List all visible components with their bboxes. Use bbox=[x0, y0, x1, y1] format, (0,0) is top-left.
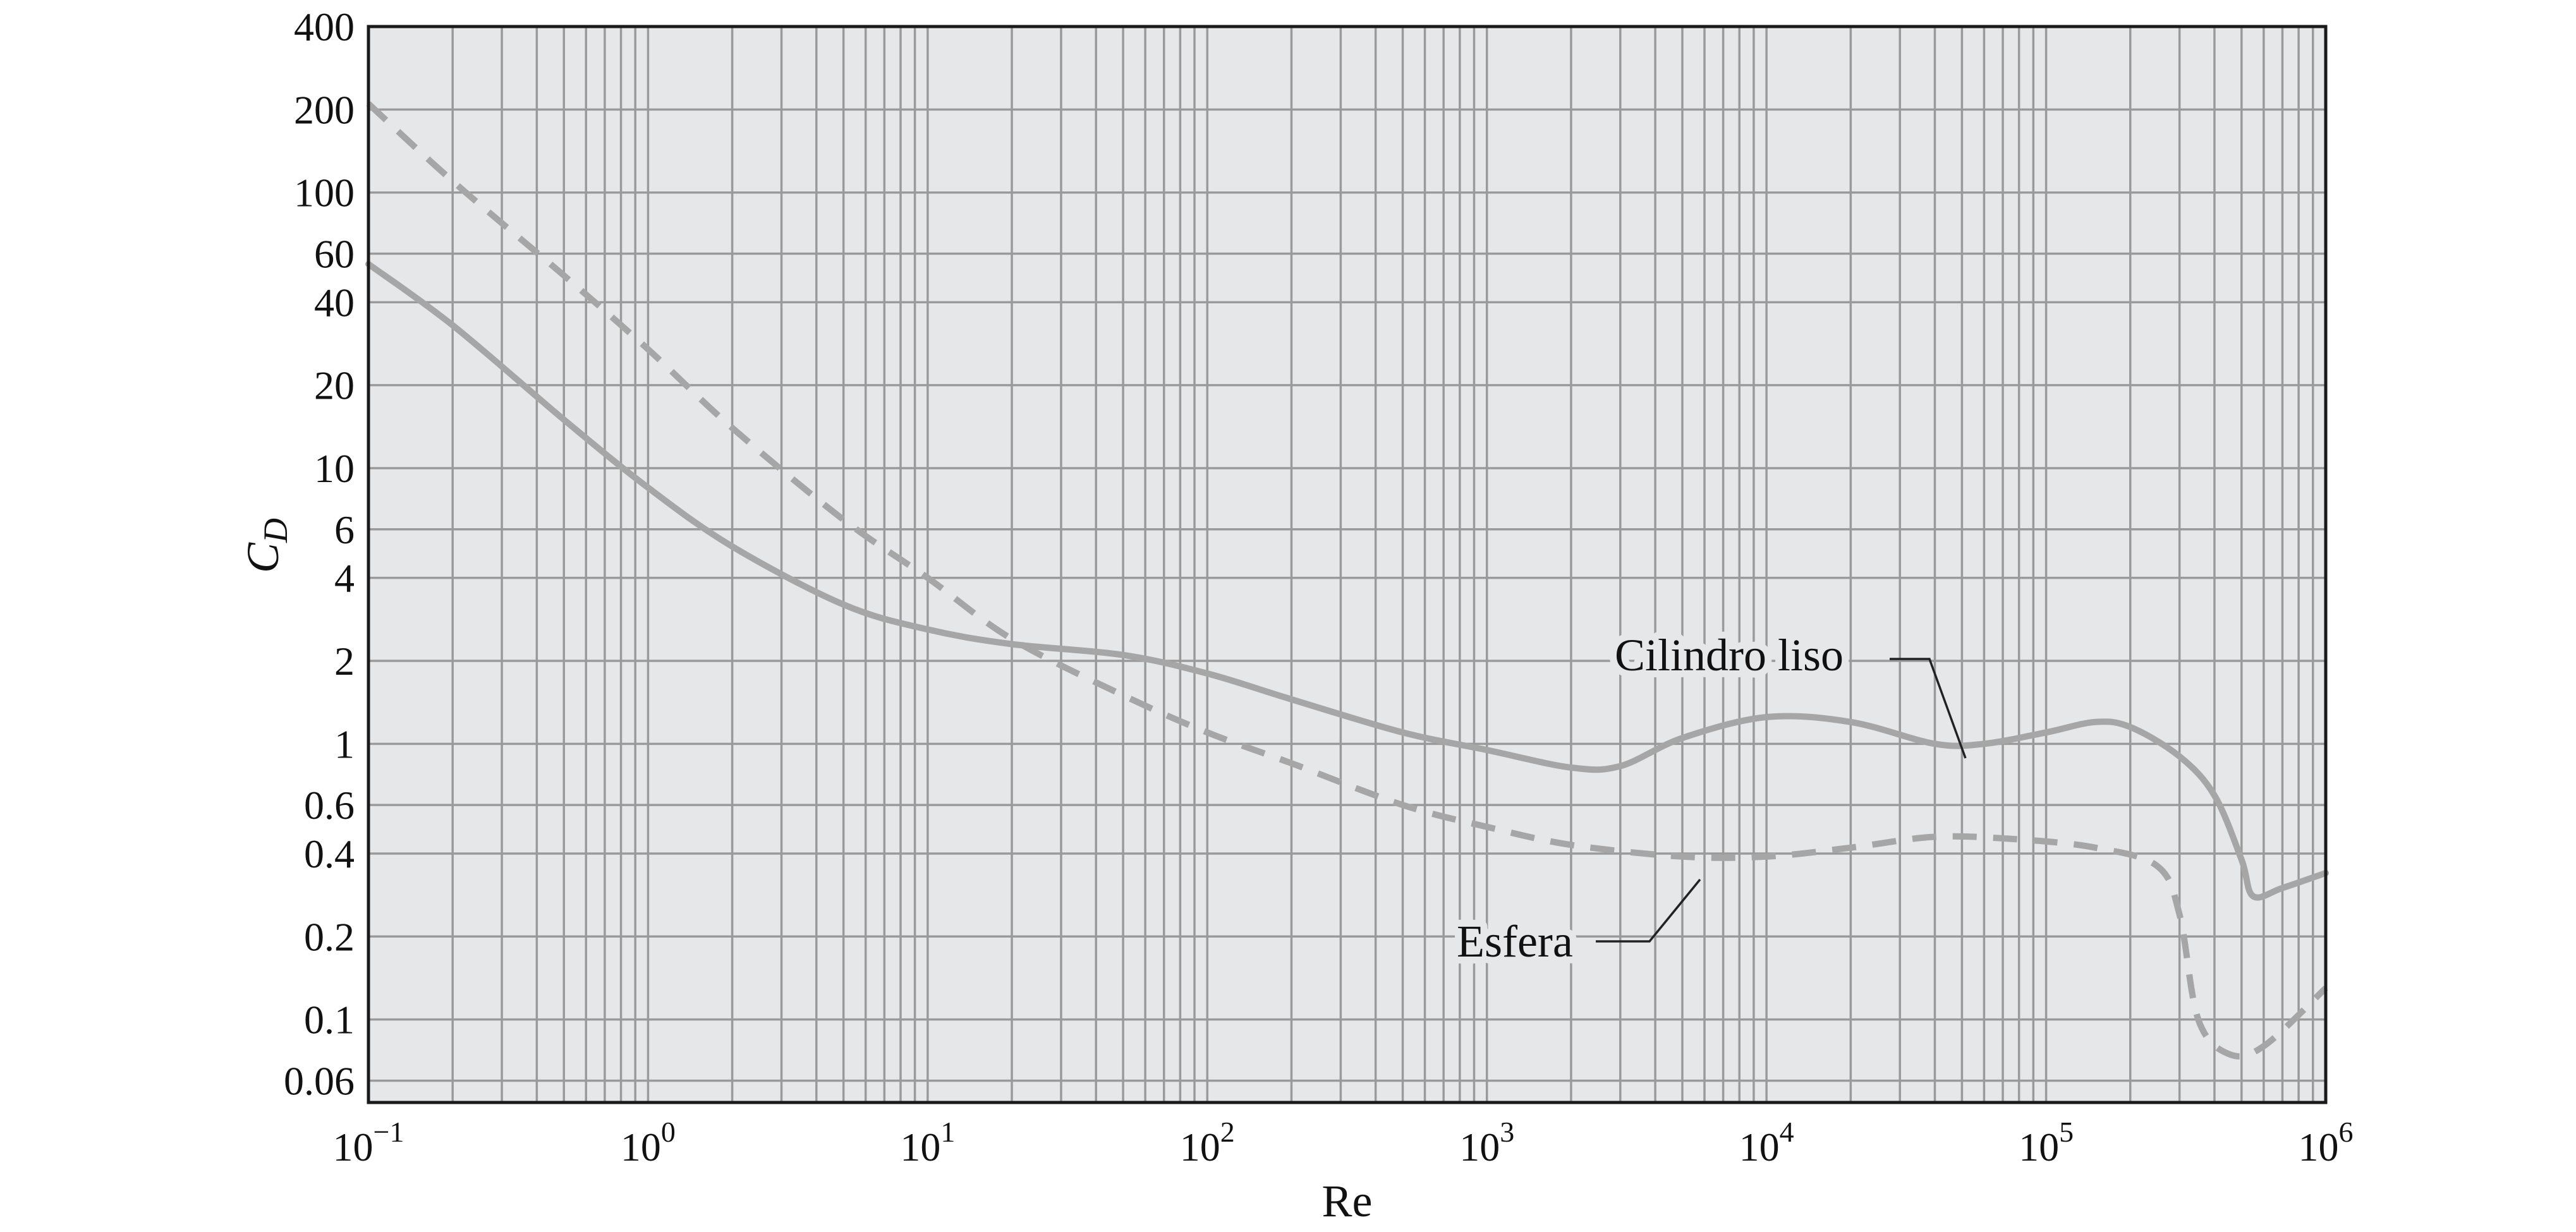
y-tick-label: 0.06 bbox=[284, 1058, 355, 1103]
y-tick-label: 0.1 bbox=[304, 998, 355, 1042]
x-tick-base: 10 bbox=[1180, 1125, 1220, 1169]
grid-lines bbox=[368, 27, 2326, 1102]
series-line-cilindro-liso bbox=[365, 261, 2329, 901]
x-tick-labels: 10−1 100 101 102 103 104 105 106 bbox=[333, 1116, 2354, 1169]
y-tick-label: 200 bbox=[294, 87, 355, 132]
y-axis-title-sub: D bbox=[257, 518, 295, 543]
y-tick-label: 60 bbox=[314, 231, 355, 276]
x-tick-exponent: 2 bbox=[1220, 1116, 1235, 1148]
annotation-esfera-label: Esfera bbox=[1457, 916, 1573, 967]
x-tick-label: 105 bbox=[2019, 1116, 2074, 1169]
annotation-cilindro-liso-leader bbox=[1890, 658, 1967, 759]
series-line-esfera bbox=[366, 101, 2328, 1060]
x-tick-base: 10 bbox=[900, 1125, 940, 1169]
plot-frame bbox=[367, 25, 2328, 1104]
y-tick-label: 2 bbox=[334, 639, 355, 684]
x-tick-exponent: 0 bbox=[661, 1116, 676, 1148]
y-tick-label: 0.2 bbox=[304, 914, 355, 959]
x-tick-label: 102 bbox=[1180, 1116, 1235, 1169]
x-tick-label: 103 bbox=[1459, 1116, 1514, 1169]
y-tick-label: 20 bbox=[314, 363, 355, 408]
x-tick-base: 10 bbox=[2019, 1125, 2059, 1169]
x-tick-exponent: 6 bbox=[2339, 1116, 2354, 1148]
y-tick-label: 6 bbox=[334, 507, 355, 552]
y-tick-label: 0.6 bbox=[304, 783, 355, 828]
annotation-cilindro-liso-label: Cilindro liso bbox=[1615, 630, 1844, 680]
y-tick-label: 4 bbox=[334, 556, 355, 601]
x-tick-exponent: 3 bbox=[1500, 1116, 1514, 1148]
y-tick-label: 100 bbox=[294, 171, 355, 215]
x-tick-label: 101 bbox=[900, 1116, 955, 1169]
x-tick-label: 104 bbox=[1739, 1116, 1794, 1169]
x-axis-title: Re bbox=[1322, 1176, 1373, 1226]
x-tick-base: 10 bbox=[1739, 1125, 1780, 1169]
annotation-esfera-leader bbox=[1596, 878, 1701, 943]
plot-background bbox=[368, 27, 2326, 1102]
y-tick-label: 1 bbox=[334, 722, 355, 766]
series-layer bbox=[365, 101, 2329, 1060]
y-tick-label: 40 bbox=[314, 280, 355, 325]
x-axis-title-text: Re bbox=[1322, 1176, 1373, 1226]
x-tick-exponent: 1 bbox=[940, 1116, 955, 1148]
x-tick-label: 10−1 bbox=[333, 1116, 404, 1169]
x-tick-base: 10 bbox=[1459, 1125, 1500, 1169]
x-tick-label: 100 bbox=[621, 1116, 676, 1169]
x-tick-base: 10 bbox=[333, 1125, 374, 1169]
y-tick-label: 400 bbox=[294, 4, 355, 49]
x-tick-exponent: 5 bbox=[2059, 1116, 2074, 1148]
x-tick-base: 10 bbox=[621, 1125, 661, 1169]
y-axis-title-main: C bbox=[238, 542, 288, 573]
x-tick-exponent: 4 bbox=[1780, 1116, 1794, 1148]
x-tick-label: 106 bbox=[2299, 1116, 2354, 1169]
x-tick-base: 10 bbox=[2299, 1125, 2339, 1169]
annotation-cilindro-liso-knockout: Cilindro liso bbox=[1615, 630, 1844, 680]
annotation-esfera-knockout: Esfera bbox=[1457, 916, 1573, 967]
y-tick-label: 10 bbox=[314, 446, 355, 491]
x-tick-exponent: −1 bbox=[374, 1116, 404, 1148]
y-axis-title: CD bbox=[238, 518, 295, 573]
y-tick-label: 0.4 bbox=[304, 831, 355, 876]
